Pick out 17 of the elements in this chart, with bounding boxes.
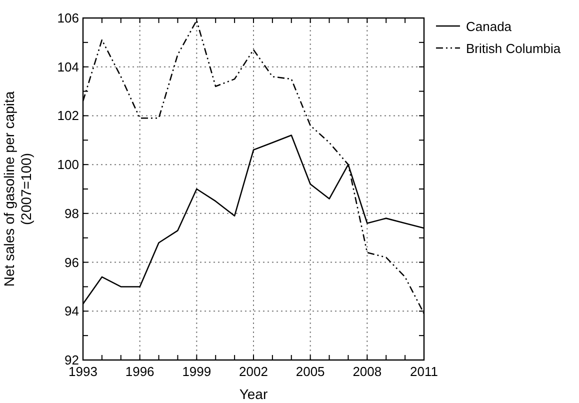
y-axis-title: Net sales of gasoline per capita (2007=100) — [1, 91, 34, 287]
legend-label: British Columbia — [466, 41, 562, 56]
y-tick-label: 102 — [57, 108, 79, 124]
y-tick-label: 96 — [64, 254, 79, 270]
y-tick-label: 104 — [57, 59, 79, 74]
y-tick-label: 98 — [64, 206, 79, 221]
x-tick-label: 1999 — [182, 364, 212, 379]
y-tick-label: 94 — [64, 304, 79, 319]
legend-label: Canada — [466, 19, 512, 34]
y-tick-label: 100 — [57, 157, 79, 172]
x-tick-label: 1996 — [125, 364, 154, 379]
x-tick-label: 2008 — [352, 364, 382, 379]
x-tick-label: 2011 — [410, 364, 438, 379]
x-tick-label: 2002 — [239, 364, 268, 379]
x-tick-label: 2005 — [296, 364, 325, 379]
x-axis-title: Year — [239, 386, 268, 402]
y-tick-label: 106 — [57, 10, 79, 26]
